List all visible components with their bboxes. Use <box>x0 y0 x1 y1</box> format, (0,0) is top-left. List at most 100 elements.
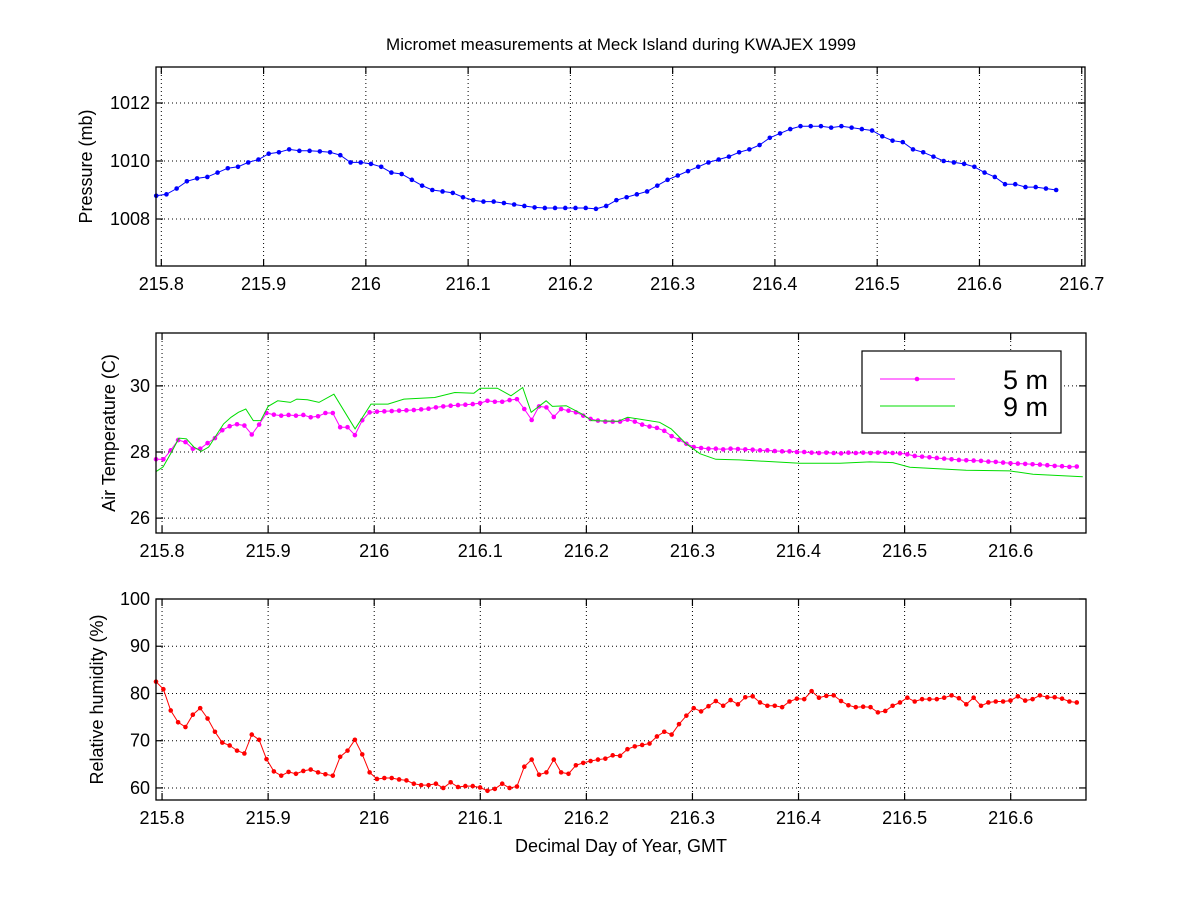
x-tick-label: 216.5 <box>882 541 927 561</box>
data-point <box>544 405 549 410</box>
data-point <box>875 710 881 715</box>
data-point <box>455 402 461 408</box>
data-point <box>647 741 652 746</box>
data-point <box>448 403 453 409</box>
data-point <box>1059 696 1065 701</box>
data-point <box>956 457 962 463</box>
data-point <box>1053 187 1059 193</box>
data-point <box>603 419 608 424</box>
data-point <box>824 450 829 455</box>
y-tick-label: 70 <box>130 731 150 751</box>
data-point <box>838 451 844 456</box>
data-point <box>308 767 313 772</box>
data-point <box>337 152 343 158</box>
data-point <box>747 147 752 152</box>
data-point <box>875 450 881 455</box>
x-tick-label: 216.5 <box>855 274 900 294</box>
data-point <box>293 771 299 777</box>
data-point <box>647 424 652 429</box>
data-point <box>440 785 446 791</box>
data-point <box>507 397 512 403</box>
x-axis-label: Decimal Day of Year, GMT <box>515 836 727 856</box>
data-point <box>345 748 350 753</box>
x-tick-label: 216.2 <box>564 541 609 561</box>
data-point <box>337 424 343 430</box>
data-point <box>986 459 991 464</box>
data-point <box>315 770 321 775</box>
x-tick-label: 215.9 <box>241 274 286 294</box>
data-point <box>426 406 431 412</box>
data-point <box>499 781 505 787</box>
data-point <box>624 194 629 200</box>
data-point <box>1033 184 1039 190</box>
data-point <box>463 783 468 789</box>
data-point <box>801 449 807 455</box>
data-point <box>1012 181 1018 187</box>
data-point <box>757 448 763 453</box>
data-point <box>849 125 854 130</box>
y-tick-label: 80 <box>130 683 150 703</box>
data-point <box>809 450 814 455</box>
x-tick-label: 216.5 <box>882 808 927 828</box>
data-point <box>655 183 660 188</box>
data-point <box>992 174 998 180</box>
data-point <box>665 177 670 183</box>
data-point <box>853 704 859 710</box>
data-point <box>941 456 947 461</box>
data-point <box>1030 696 1035 702</box>
x-tick-label: 216.6 <box>988 541 1033 561</box>
x-tick-label: 216.3 <box>670 541 715 561</box>
data-point <box>882 708 888 714</box>
data-point <box>409 177 415 183</box>
y-tick-label: 1010 <box>110 151 150 171</box>
data-point <box>368 161 374 167</box>
legend-label: 9 m <box>1003 392 1048 422</box>
data-point <box>330 410 336 416</box>
data-point <box>411 781 417 787</box>
y-tick-label: 90 <box>130 636 150 656</box>
y-axis-label: Pressure (mb) <box>76 109 96 223</box>
data-point <box>934 455 940 461</box>
data-point <box>161 456 166 462</box>
data-point <box>164 192 169 197</box>
data-point <box>897 451 903 456</box>
data-point <box>455 784 461 790</box>
data-point <box>1015 694 1021 699</box>
data-point <box>931 154 936 159</box>
data-point <box>271 412 277 417</box>
data-point <box>551 414 557 420</box>
data-point <box>905 452 910 457</box>
data-point <box>481 199 486 204</box>
data-point <box>404 408 409 413</box>
data-point <box>323 771 328 777</box>
data-point <box>389 170 394 175</box>
data-point <box>676 437 682 443</box>
data-point <box>183 724 188 730</box>
data-point <box>993 699 999 704</box>
data-point <box>301 412 306 418</box>
x-tick-label: 216.1 <box>458 541 503 561</box>
x-tick-label: 215.8 <box>140 808 185 828</box>
data-point <box>927 696 932 702</box>
data-point <box>463 402 468 408</box>
axes-frame <box>155 66 1086 267</box>
data-point <box>860 450 866 455</box>
data-point <box>507 785 512 791</box>
data-point <box>197 705 203 711</box>
data-point <box>603 203 609 209</box>
data-point <box>1067 699 1072 704</box>
data-point <box>558 770 564 775</box>
data-point <box>1045 694 1050 700</box>
data-point <box>869 128 875 133</box>
data-point <box>330 773 336 778</box>
data-point <box>798 123 803 129</box>
data-point <box>190 712 196 718</box>
data-point <box>307 148 312 154</box>
x-tick-label: 216.4 <box>776 808 821 828</box>
data-point <box>286 147 292 152</box>
data-point <box>971 695 976 701</box>
data-point <box>728 446 733 452</box>
data-point <box>514 396 520 402</box>
plot-area <box>156 67 1085 266</box>
data-point <box>868 704 873 710</box>
